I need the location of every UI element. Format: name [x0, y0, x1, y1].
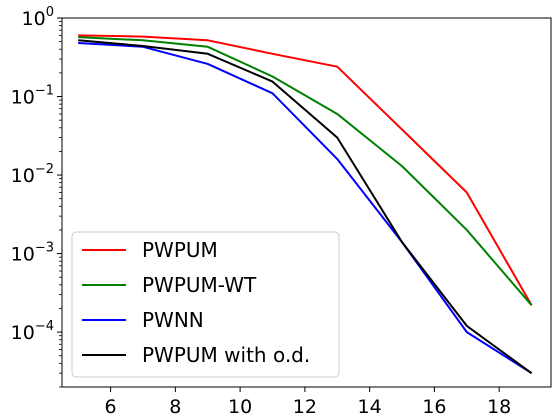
- y-axis: 100 10−1 10−2 10−3 10−4: [11, 5, 62, 388]
- x-axis: 6 8 10 12 14 16 18: [105, 387, 511, 418]
- x-tick-label: 16: [422, 396, 446, 418]
- legend-label: PWPUM: [142, 238, 218, 262]
- y-tick-label: 10−1: [11, 84, 54, 109]
- legend-box: [71, 231, 340, 378]
- series-line-pwpum-with-o-d: [78, 39, 533, 374]
- plot-frame: [61, 17, 552, 388]
- y-tick-label: 10−4: [11, 319, 54, 344]
- series-line-pwpum: [78, 34, 533, 306]
- legend-label: PWNN: [142, 308, 204, 332]
- y-tick-label: 10−2: [11, 162, 54, 187]
- x-tick-label: 12: [293, 396, 317, 418]
- series-layer: [78, 34, 533, 375]
- legend-label: PWPUM-WT: [142, 273, 257, 297]
- x-tick-label: 14: [358, 396, 382, 418]
- legend: PWPUM PWPUM-WT PWNN PWPUM with o.d.: [71, 231, 340, 378]
- series-line-pwpum-wt: [78, 36, 533, 306]
- x-tick-label: 8: [169, 396, 181, 418]
- y-tick-label: 10−3: [11, 241, 54, 266]
- x-tick-label: 10: [228, 396, 252, 418]
- y-tick-label: 100: [22, 5, 54, 30]
- legend-label: PWPUM with o.d.: [142, 343, 310, 367]
- x-tick-label: 18: [487, 396, 511, 418]
- x-tick-label: 6: [105, 396, 117, 418]
- series-line-pwnn: [78, 42, 533, 375]
